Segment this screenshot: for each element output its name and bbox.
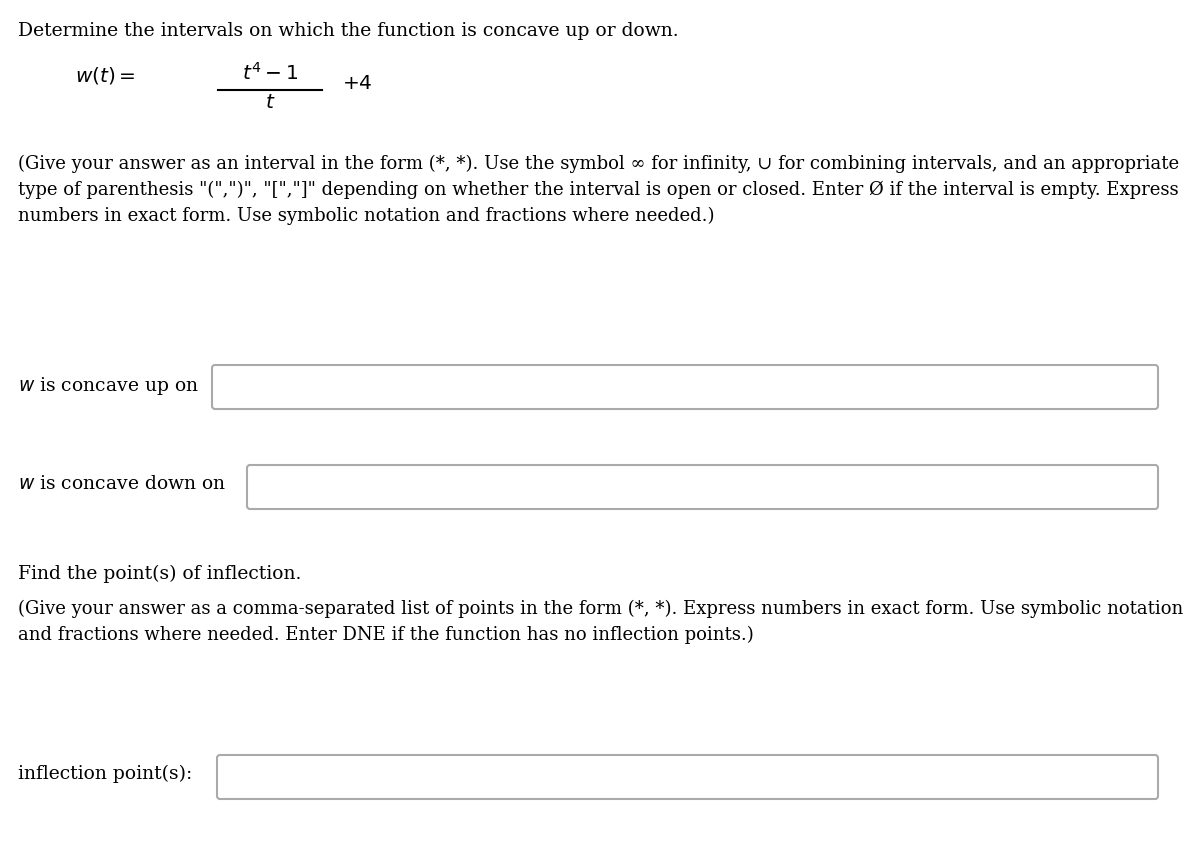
- Text: Find the point(s) of inflection.: Find the point(s) of inflection.: [18, 565, 301, 583]
- Text: and fractions where needed. Enter DNE if the function has no inflection points.): and fractions where needed. Enter DNE if…: [18, 626, 754, 644]
- FancyBboxPatch shape: [247, 465, 1158, 509]
- Text: $w$ is concave down on: $w$ is concave down on: [18, 475, 227, 493]
- Text: type of parenthesis "(",")", "[","]" depending on whether the interval is open o: type of parenthesis "(",")", "[","]" dep…: [18, 181, 1178, 199]
- Text: $t^4 - 1$: $t^4 - 1$: [241, 62, 299, 84]
- Text: (Give your answer as a comma-separated list of points in the form (*, *). Expres: (Give your answer as a comma-separated l…: [18, 600, 1183, 618]
- Text: $t$: $t$: [265, 93, 275, 112]
- Text: $w$ is concave up on: $w$ is concave up on: [18, 375, 199, 397]
- Text: inflection point(s):: inflection point(s):: [18, 765, 192, 783]
- Text: $w(t) =$: $w(t) =$: [74, 65, 136, 86]
- Text: $+ 4$: $+ 4$: [342, 74, 372, 93]
- FancyBboxPatch shape: [217, 755, 1158, 799]
- Text: numbers in exact form. Use symbolic notation and fractions where needed.): numbers in exact form. Use symbolic nota…: [18, 207, 714, 225]
- FancyBboxPatch shape: [212, 365, 1158, 409]
- Text: Determine the intervals on which the function is concave up or down.: Determine the intervals on which the fun…: [18, 22, 679, 40]
- Text: (Give your answer as an interval in the form (*, *). Use the symbol ∞ for infini: (Give your answer as an interval in the …: [18, 155, 1180, 173]
